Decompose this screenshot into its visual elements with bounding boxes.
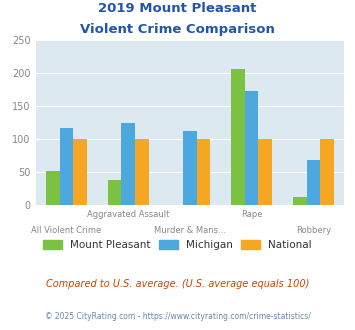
Text: Violent Crime Comparison: Violent Crime Comparison <box>80 23 275 36</box>
Bar <box>245 91 258 205</box>
Text: Compared to U.S. average. (U.S. average equals 100): Compared to U.S. average. (U.S. average … <box>46 279 309 289</box>
Text: Aggravated Assault: Aggravated Assault <box>87 210 169 218</box>
Text: All Violent Crime: All Violent Crime <box>31 226 102 235</box>
Text: Robbery: Robbery <box>296 226 331 235</box>
Bar <box>108 180 121 205</box>
Bar <box>121 123 135 205</box>
Bar <box>60 128 73 205</box>
Bar <box>293 197 307 205</box>
Text: Rape: Rape <box>241 210 262 218</box>
Bar <box>258 139 272 205</box>
Bar <box>46 171 60 205</box>
Bar <box>73 139 87 205</box>
Bar <box>183 131 197 205</box>
Text: © 2025 CityRating.com - https://www.cityrating.com/crime-statistics/: © 2025 CityRating.com - https://www.city… <box>45 312 310 321</box>
Bar <box>307 160 320 205</box>
Bar <box>320 139 334 205</box>
Text: 2019 Mount Pleasant: 2019 Mount Pleasant <box>98 2 257 15</box>
Legend: Mount Pleasant, Michigan, National: Mount Pleasant, Michigan, National <box>43 240 312 250</box>
Bar <box>231 69 245 205</box>
Text: Murder & Mans...: Murder & Mans... <box>154 226 226 235</box>
Bar <box>135 139 148 205</box>
Bar <box>197 139 210 205</box>
